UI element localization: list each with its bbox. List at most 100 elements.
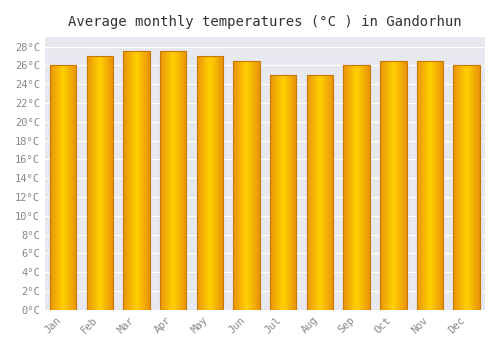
Bar xyxy=(432,61,434,310)
Bar xyxy=(111,56,112,310)
Bar xyxy=(365,65,366,310)
Bar xyxy=(64,65,65,310)
Bar xyxy=(386,61,388,310)
Bar xyxy=(291,75,292,310)
Bar xyxy=(380,61,406,310)
Bar xyxy=(464,65,466,310)
Bar xyxy=(146,51,147,310)
Bar xyxy=(202,56,203,310)
Bar xyxy=(458,65,460,310)
Bar xyxy=(366,65,367,310)
Bar xyxy=(66,65,67,310)
Bar xyxy=(390,61,392,310)
Bar xyxy=(382,61,384,310)
Bar xyxy=(324,75,325,310)
Bar xyxy=(460,65,462,310)
Bar xyxy=(293,75,294,310)
Bar xyxy=(145,51,146,310)
Bar xyxy=(325,75,326,310)
Bar xyxy=(166,51,168,310)
Bar xyxy=(280,75,281,310)
Bar xyxy=(323,75,324,310)
Bar xyxy=(50,65,51,310)
Bar xyxy=(179,51,180,310)
Bar xyxy=(71,65,72,310)
Bar xyxy=(109,56,110,310)
Bar xyxy=(126,51,128,310)
Bar xyxy=(344,65,370,310)
Bar xyxy=(466,65,468,310)
Bar xyxy=(184,51,185,310)
Bar xyxy=(170,51,172,310)
Bar xyxy=(384,61,386,310)
Bar xyxy=(367,65,368,310)
Bar xyxy=(134,51,135,310)
Bar xyxy=(381,61,382,310)
Bar xyxy=(251,61,252,310)
Bar xyxy=(399,61,400,310)
Bar xyxy=(403,61,404,310)
Bar xyxy=(86,56,88,310)
Bar xyxy=(73,65,74,310)
Bar xyxy=(294,75,295,310)
Bar xyxy=(67,65,68,310)
Bar xyxy=(440,61,441,310)
Bar xyxy=(462,65,464,310)
Bar xyxy=(198,56,200,310)
Bar xyxy=(295,75,296,310)
Bar xyxy=(422,61,424,310)
Bar xyxy=(88,56,90,310)
Bar xyxy=(68,65,69,310)
Bar xyxy=(106,56,107,310)
Bar xyxy=(221,56,222,310)
Bar xyxy=(380,61,381,310)
Bar xyxy=(477,65,478,310)
Bar xyxy=(474,65,475,310)
Bar xyxy=(250,61,251,310)
Title: Average monthly temperatures (°C ) in Gandorhun: Average monthly temperatures (°C ) in Ga… xyxy=(68,15,462,29)
Bar xyxy=(478,65,479,310)
Bar xyxy=(457,65,458,310)
Bar xyxy=(102,56,103,310)
Bar xyxy=(99,56,100,310)
Bar xyxy=(356,65,358,310)
Bar xyxy=(364,65,365,310)
Bar xyxy=(137,51,138,310)
Bar xyxy=(242,61,244,310)
Bar xyxy=(439,61,440,310)
Bar xyxy=(476,65,477,310)
Bar xyxy=(441,61,442,310)
Bar xyxy=(112,56,113,310)
Bar xyxy=(105,56,106,310)
Bar xyxy=(212,56,213,310)
Bar xyxy=(142,51,143,310)
Bar xyxy=(308,75,310,310)
Bar xyxy=(136,51,137,310)
Bar xyxy=(50,65,76,310)
Bar xyxy=(354,65,356,310)
Bar xyxy=(322,75,323,310)
Bar xyxy=(442,61,443,310)
Bar xyxy=(183,51,184,310)
Bar xyxy=(419,61,420,310)
Bar xyxy=(144,51,145,310)
Bar xyxy=(124,51,150,310)
Bar xyxy=(369,65,370,310)
Bar xyxy=(252,61,253,310)
Bar xyxy=(424,61,426,310)
Bar xyxy=(181,51,182,310)
Bar xyxy=(392,61,394,310)
Bar xyxy=(63,65,64,310)
Bar xyxy=(244,61,246,310)
Bar xyxy=(257,61,258,310)
Bar xyxy=(438,61,439,310)
Bar xyxy=(219,56,220,310)
Bar xyxy=(248,61,249,310)
Bar xyxy=(75,65,76,310)
Bar xyxy=(61,65,62,310)
Bar xyxy=(368,65,369,310)
Bar xyxy=(196,56,198,310)
Bar xyxy=(276,75,278,310)
Bar xyxy=(362,65,363,310)
Bar xyxy=(258,61,259,310)
